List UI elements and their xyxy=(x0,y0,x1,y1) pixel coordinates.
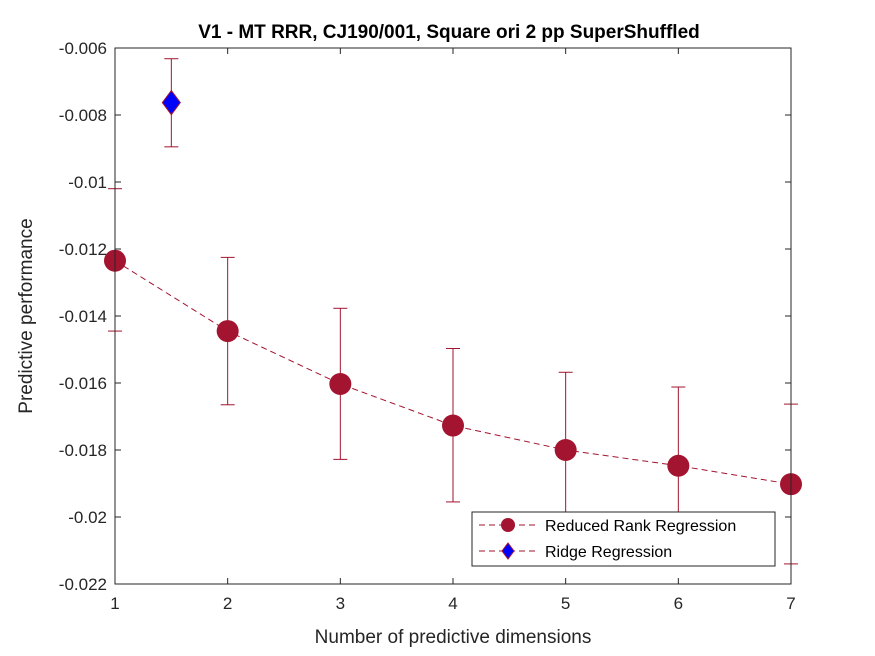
data-point xyxy=(667,454,690,477)
x-tick-label: 6 xyxy=(674,594,683,613)
y-tick-label: -0.02 xyxy=(68,508,107,527)
legend-marker-ridge xyxy=(501,542,515,560)
x-tick-label: 2 xyxy=(223,594,232,613)
data-point xyxy=(161,89,181,116)
legend-label-rrr: Reduced Rank Regression xyxy=(545,518,736,535)
x-tick-label: 1 xyxy=(110,594,119,613)
series-ridge-regression xyxy=(161,58,181,148)
data-point xyxy=(554,439,577,461)
y-tick-label: -0.006 xyxy=(59,39,107,58)
data-point xyxy=(329,373,352,396)
x-axis-label: Number of predictive dimensions xyxy=(315,627,592,648)
legend: Reduced Rank Regression Ridge Regression xyxy=(471,511,776,567)
x-axis: 1 2 3 4 5 6 7 xyxy=(110,48,796,613)
y-tick-label: -0.008 xyxy=(59,106,107,125)
y-tick-label: -0.01 xyxy=(68,173,107,192)
x-tick-label: 5 xyxy=(561,594,570,613)
y-axis-label: Predictive performance xyxy=(16,218,37,413)
legend-box xyxy=(471,511,776,567)
y-tick-label: -0.016 xyxy=(59,374,107,393)
x-tick-label: 3 xyxy=(336,594,345,613)
chart-title: V1 - MT RRR, CJ190/001, Square ori 2 pp … xyxy=(198,22,700,43)
x-tick-label: 7 xyxy=(786,594,795,613)
x-tick-label: 4 xyxy=(448,594,457,613)
y-tick-label: -0.018 xyxy=(59,441,107,460)
y-axis: -0.022 -0.02 -0.018 -0.016 -0.014 -0.012 -0.01… xyxy=(59,39,791,594)
data-point xyxy=(216,320,239,343)
y-tick-label: -0.022 xyxy=(59,575,107,594)
y-tick-label: -0.012 xyxy=(59,240,107,259)
data-point xyxy=(442,414,464,437)
legend-label-ridge: Ridge Regression xyxy=(545,544,672,561)
plot-area xyxy=(115,48,791,584)
legend-marker-rrr xyxy=(501,518,515,532)
y-tick-label: -0.014 xyxy=(59,307,107,326)
